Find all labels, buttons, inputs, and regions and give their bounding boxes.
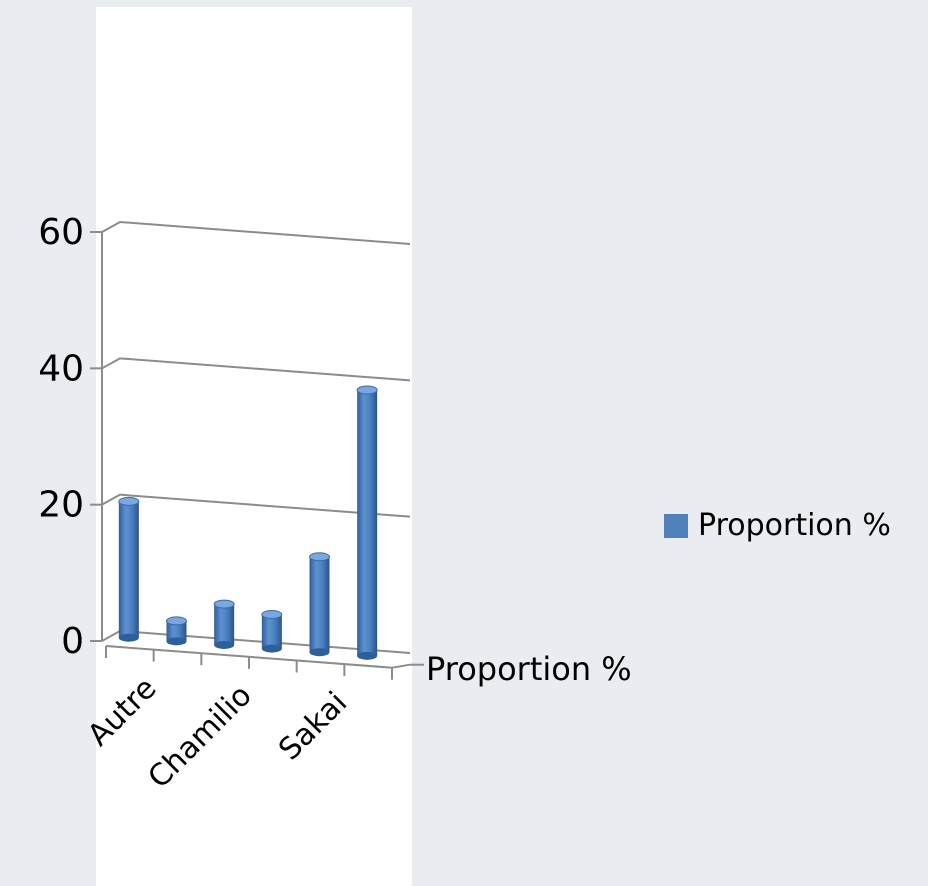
legend-swatch xyxy=(664,513,688,538)
bar-body xyxy=(309,556,330,653)
bar-top xyxy=(309,552,330,562)
depth-axis-label: Proportion % xyxy=(426,650,632,688)
axes xyxy=(90,231,424,680)
bar-base xyxy=(309,648,330,657)
bar-body xyxy=(118,501,139,638)
gridline xyxy=(101,493,411,518)
y-tick-label: 40 xyxy=(38,348,84,389)
gridline xyxy=(101,220,411,245)
depth-axis-line xyxy=(391,663,411,669)
y-tick-label: 60 xyxy=(38,212,84,253)
bars xyxy=(118,385,378,660)
legend: Proportion % xyxy=(664,508,891,543)
bar-base xyxy=(118,633,139,642)
bar-base xyxy=(166,637,187,646)
gridline xyxy=(101,357,411,382)
bar-top xyxy=(213,599,235,609)
bar-base xyxy=(357,651,378,660)
legend-label: Proportion % xyxy=(698,508,891,543)
bar-top xyxy=(261,609,283,619)
y-tick-label: 0 xyxy=(61,621,84,662)
x-tick-label: Autre xyxy=(81,671,163,753)
bar-body xyxy=(261,614,282,649)
bar-top xyxy=(166,616,187,626)
bar-body xyxy=(357,389,378,656)
bar-base xyxy=(261,644,282,653)
bar-body xyxy=(166,620,187,642)
y-tick-label: 20 xyxy=(38,485,84,526)
bar-top xyxy=(118,496,140,506)
x-tick-label: Sakai xyxy=(272,685,354,767)
bar-top xyxy=(356,385,378,395)
bar-body xyxy=(214,604,235,645)
bar-base xyxy=(214,640,235,649)
